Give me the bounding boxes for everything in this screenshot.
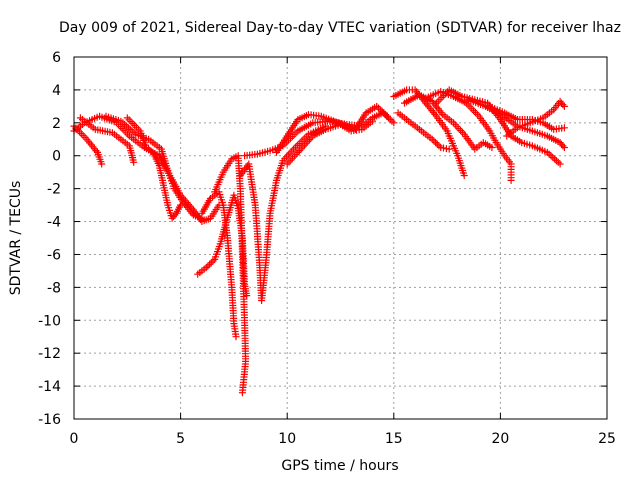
series-markers <box>76 114 138 166</box>
series-track-i <box>236 122 330 304</box>
y-tick-label: 0 <box>52 149 61 165</box>
y-tick-label: -16 <box>38 412 61 428</box>
series-markers <box>283 117 376 168</box>
series-markers <box>390 86 468 179</box>
grid-lines <box>74 57 607 419</box>
y-tick-label: -4 <box>47 215 61 231</box>
series-track-n <box>394 109 453 153</box>
y-tick-label: -6 <box>47 247 61 263</box>
y-tick-label: -8 <box>47 280 61 296</box>
series-track-c <box>76 114 138 166</box>
series-markers <box>198 188 240 341</box>
series-track-d <box>102 112 208 224</box>
chart-title: Day 009 of 2021, Sidereal Day-to-day VTE… <box>59 20 621 36</box>
series-markers <box>102 112 208 224</box>
y-tick-label: -2 <box>47 182 61 198</box>
y-tick-label: -14 <box>38 379 61 395</box>
series-track-p <box>422 88 515 184</box>
plot-frame <box>73 56 608 420</box>
series-markers <box>422 88 515 184</box>
y-tick-label: 6 <box>52 50 61 66</box>
series-markers <box>123 114 185 222</box>
x-tick-label: 15 <box>385 431 403 447</box>
series-track-m <box>390 86 468 179</box>
series-track-l <box>283 117 376 168</box>
series-markers <box>394 109 453 153</box>
series-track-t <box>503 97 568 140</box>
x-axis-label: GPS time / hours <box>281 458 398 474</box>
x-tick-label: 25 <box>598 431 616 447</box>
x-tick-label: 5 <box>176 431 185 447</box>
data-series <box>70 86 568 397</box>
x-tick-label: 20 <box>491 431 509 447</box>
x-tick-label: 10 <box>278 431 296 447</box>
y-tick-label: 4 <box>52 83 61 99</box>
y-tick-label: 2 <box>52 116 61 132</box>
y-tick-label: -10 <box>38 313 61 329</box>
series-track-g <box>198 188 240 341</box>
axis-ticks: 0 5 10 15 20 25 -16 -14 -12 -10 -8 -6 -4 -2 0 2 4 6 <box>38 50 616 447</box>
y-tick-label: -12 <box>38 346 61 362</box>
series-markers <box>503 97 568 140</box>
x-tick-label: 0 <box>70 431 79 447</box>
y-axis-label: SDTVAR / TECUs <box>8 181 24 296</box>
series-markers <box>236 122 330 304</box>
series-track-e <box>123 114 185 222</box>
